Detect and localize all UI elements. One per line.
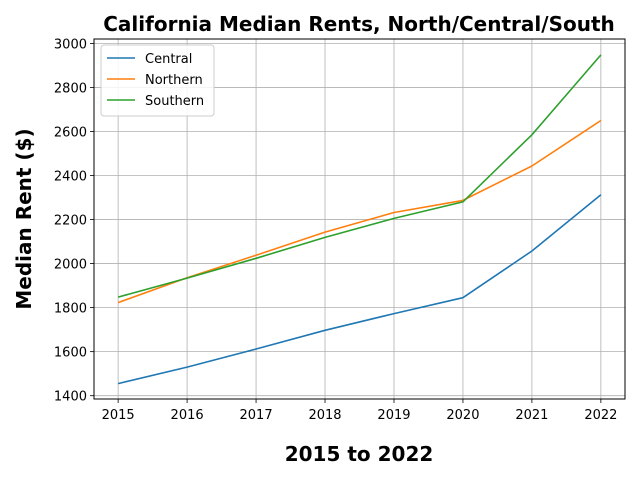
x-tick-label: 2019 xyxy=(377,408,410,423)
y-tick-label: 3000 xyxy=(54,37,87,52)
x-tick-label: 2018 xyxy=(308,408,341,423)
x-tick-label: 2020 xyxy=(446,408,479,423)
legend-label-southern: Southern xyxy=(145,94,204,109)
series-line-northern xyxy=(117,119,602,304)
x-axis-label: 2015 to 2022 xyxy=(285,442,434,466)
x-tick-label: 2015 xyxy=(102,408,135,423)
y-tick-label: 2000 xyxy=(54,258,87,273)
x-axis-ticks: 2015 2016 2017 2018 2019 2020 2021 2022 xyxy=(102,399,617,423)
legend-box xyxy=(100,44,215,117)
series-line-southern xyxy=(117,54,602,298)
chart-title: California Median Rents, North/Central/S… xyxy=(103,12,615,36)
y-axis-ticks: 1400 1600 1800 2000 2200 2400 2600 2800 3000 xyxy=(54,37,94,405)
x-tick-label: 2022 xyxy=(584,408,617,423)
x-tick-label: 2021 xyxy=(515,408,548,423)
legend-label-central: Central xyxy=(145,52,192,67)
y-tick-label: 1600 xyxy=(54,346,87,361)
y-tick-label: 1800 xyxy=(54,302,87,317)
x-tick-label: 2016 xyxy=(171,408,204,423)
y-tick-label: 2200 xyxy=(54,214,87,229)
series-line-central xyxy=(117,194,602,385)
grid-lines xyxy=(94,39,625,399)
y-tick-label: 2400 xyxy=(54,170,87,185)
y-tick-label: 2800 xyxy=(54,81,87,96)
legend: Central Northern Southern xyxy=(100,44,215,117)
y-tick-label: 2600 xyxy=(54,125,87,140)
x-tick-label: 2017 xyxy=(240,408,273,423)
legend-label-northern: Northern xyxy=(145,73,203,88)
y-axis-label: Median Rent ($) xyxy=(12,128,36,309)
series-lines xyxy=(117,54,602,385)
y-tick-label: 1400 xyxy=(54,390,87,405)
plot-frame xyxy=(93,38,626,400)
